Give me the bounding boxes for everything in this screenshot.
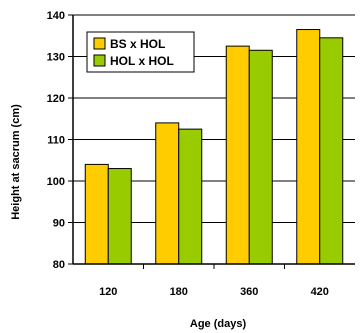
legend-swatch-bs-x-hol xyxy=(93,37,106,50)
y-tick-label-100: 100 xyxy=(47,176,65,188)
x-tick-label-120: 120 xyxy=(99,286,117,298)
x-tick-label-360: 360 xyxy=(240,286,258,298)
y-tick-label-140: 140 xyxy=(47,10,65,22)
legend: BS x HOL HOL x HOL xyxy=(86,31,195,73)
x-tick-label-420: 420 xyxy=(311,286,329,298)
x-tick-label-180: 180 xyxy=(170,286,188,298)
x-axis-title: Age (days) xyxy=(190,318,247,330)
bar-bs-x-hol-360 xyxy=(225,45,250,265)
y-tick-labels: 80 90 100 110 120 130 140 xyxy=(47,10,65,271)
legend-swatch-hol-x-hol xyxy=(93,54,106,67)
bar-bs-x-hol-420 xyxy=(296,29,321,265)
bar-hol-x-hol-180 xyxy=(178,128,203,265)
y-axis-title: Height at sacrum (cm) xyxy=(10,104,22,220)
bars xyxy=(84,29,344,265)
bar-bs-x-hol-180 xyxy=(155,122,180,265)
y-tick-label-120: 120 xyxy=(47,93,65,105)
bar-bs-x-hol-120 xyxy=(84,163,109,265)
y-tick-label-110: 110 xyxy=(47,135,65,147)
x-tick-labels: 120 180 360 420 xyxy=(99,286,329,298)
legend-label-hol-x-hol: HOL x HOL xyxy=(110,54,174,68)
y-tick-label-80: 80 xyxy=(53,259,65,271)
bar-hol-x-hol-120 xyxy=(107,168,132,265)
axes xyxy=(68,14,355,269)
y-tick-label-90: 90 xyxy=(53,218,65,230)
bar-hol-x-hol-360 xyxy=(248,49,273,265)
bar-hol-x-hol-420 xyxy=(319,37,344,265)
y-tick-label-130: 130 xyxy=(47,52,65,64)
legend-label-bs-x-hol: BS x HOL xyxy=(110,37,165,51)
